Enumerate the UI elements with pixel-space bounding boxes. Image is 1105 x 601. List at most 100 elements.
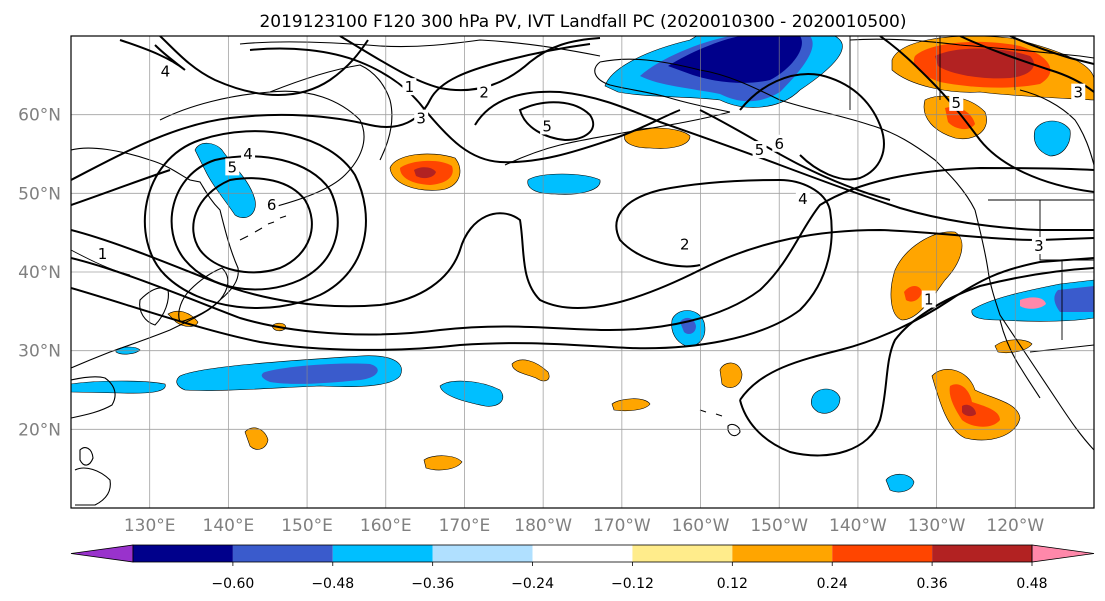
contour-label-bg (540, 117, 555, 135)
colorbar-segment (532, 545, 633, 562)
contour-line (739, 257, 1094, 401)
colorbar: −0.60 −0.48 −0.36 −0.24 −0.12 0.12 0.24 0.36 0.4… (70, 544, 1095, 592)
colorbar-segment (932, 545, 1032, 562)
coastline-hawaii (699, 409, 741, 437)
anomaly-negative-subtropical-core (261, 363, 378, 384)
coastline-alaska-west (594, 61, 731, 113)
contour-label-bg (772, 134, 787, 152)
contour-line (71, 169, 171, 206)
anomaly-negative-bering-max (668, 36, 802, 83)
anomaly-negative-west (71, 380, 166, 394)
contour-line (249, 47, 681, 164)
contour-line (71, 166, 1094, 336)
contour-label-bg (241, 145, 256, 162)
contour-line (192, 177, 313, 274)
contour-label-bg (158, 62, 173, 80)
colorbar-segment (332, 545, 433, 562)
coastline-japan (178, 267, 229, 323)
colorbar-tick-label: 0.48 (1016, 576, 1047, 592)
colorbar-tick-label: 0.24 (817, 576, 848, 592)
anomaly-positive-south (423, 455, 463, 471)
map-frame (70, 35, 1095, 509)
contour-label-bg (477, 83, 492, 101)
contour-label: 3 (1073, 84, 1083, 102)
colorbar-tick-label: −0.60 (211, 576, 254, 592)
colorbar-tick-label: 0.36 (917, 576, 948, 592)
contour-label: 6 (267, 196, 277, 214)
contour-label: 1 (405, 78, 415, 96)
anomaly-positive-hawaii-east-max (962, 404, 976, 417)
contour-label: 4 (798, 190, 808, 208)
coastline-siberia-north (239, 39, 601, 57)
contour-line (474, 90, 1094, 231)
anomaly-negative-subtropic-east (810, 388, 841, 414)
contour-label-bg (1031, 237, 1046, 255)
contour-line (518, 101, 595, 142)
contour-line (119, 39, 186, 71)
coastline-hudson (1019, 89, 1094, 166)
anomaly-positive-tongue (511, 359, 550, 382)
colorbar-segment (133, 545, 233, 562)
contour-label: 5 (952, 94, 962, 112)
contour-label-bg (225, 158, 240, 176)
lon-tick-label: 170°W (593, 516, 651, 536)
coastline-sea-of-okhotsk-islands (239, 215, 287, 241)
colorbar-tick-label: −0.36 (411, 576, 454, 592)
lon-tick-label: 160°W (672, 516, 730, 536)
contour-label: 1 (98, 245, 108, 263)
colorbar-extend-low (70, 544, 134, 563)
contour-label-bg (402, 78, 417, 96)
colorbar-tick-label: −0.48 (311, 576, 354, 592)
contour-line (71, 178, 833, 351)
contour-label-bg (921, 290, 936, 308)
contour-line (71, 43, 591, 181)
contour-label-bg (795, 189, 810, 207)
contour-label: 5 (755, 141, 765, 159)
colorbar-segment (232, 545, 333, 562)
colorbar-segment (832, 545, 933, 562)
colorbar-tick-label: 0.12 (717, 576, 748, 592)
coastline-korea (139, 287, 169, 326)
contour-label-bg (677, 235, 692, 253)
contour-line (879, 36, 1094, 193)
lon-tick-label: 150°W (750, 516, 808, 536)
shaded-anomalies (71, 36, 1094, 493)
colorbar-segment (632, 545, 733, 562)
coastline-china (71, 376, 116, 419)
coastline-baja (999, 319, 1041, 399)
anomaly-negative-hudson (1033, 120, 1071, 157)
colorbar-segment (732, 545, 833, 562)
latitude-labels: 20°N 30°N 40°N 50°N 60°N (18, 106, 61, 441)
gridlines (71, 36, 1094, 508)
contour-line (739, 73, 885, 181)
lat-tick-label: 60°N (18, 106, 61, 126)
coastline-alaska (599, 58, 976, 211)
colorbar-tick-label: −0.24 (511, 576, 554, 592)
anomaly-positive-central-small (719, 362, 743, 388)
contour-line (143, 130, 367, 309)
anomaly-negative-mid (439, 380, 504, 407)
contour-label: 5 (228, 158, 238, 176)
contour-line (71, 212, 1094, 310)
political-borders (71, 36, 1094, 353)
contour-label-bg (1071, 83, 1086, 101)
lat-tick-label: 40°N (18, 263, 61, 283)
anomaly-positive-west-coast-core (904, 286, 922, 302)
anomaly-negative-southeast (885, 473, 915, 493)
lat-tick-label: 50°N (18, 184, 61, 204)
contour-label-bg (264, 196, 279, 214)
contour-line (1009, 36, 1094, 65)
contour-label: 4 (161, 62, 171, 80)
figure-title: 2019123100 F120 300 hPa PV, IVT Landfall… (259, 12, 906, 32)
contour-label-bg (949, 93, 964, 111)
contour-label: 1 (924, 291, 934, 309)
contour-line (739, 267, 1094, 457)
lon-tick-label: 130°E (124, 516, 176, 536)
anomaly-positive-hawaii-east-core (949, 384, 1000, 427)
lon-tick-label: 180°W (514, 516, 572, 536)
contour-line (170, 155, 339, 291)
lon-tick-label: 150°E (281, 516, 333, 536)
